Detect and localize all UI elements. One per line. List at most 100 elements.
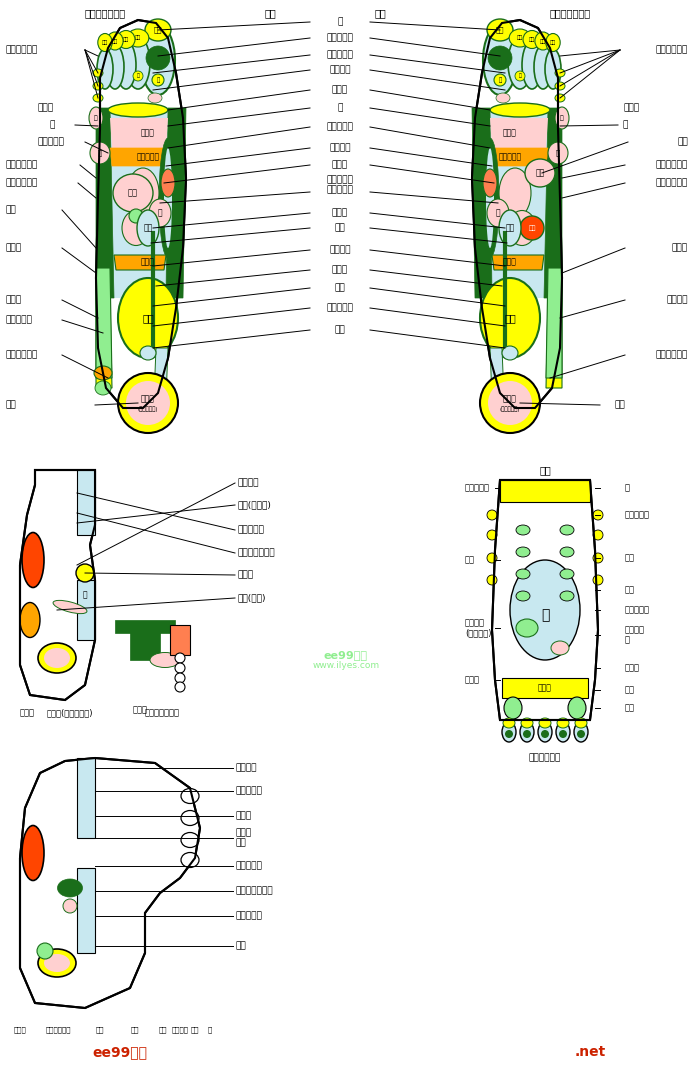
Circle shape [505,730,513,738]
Ellipse shape [98,33,112,51]
Text: 肺、支气管: 肺、支气管 [38,137,65,147]
Text: 头（大脑）: 头（大脑） [326,33,353,43]
Ellipse shape [522,40,542,89]
Polygon shape [130,625,160,660]
Circle shape [129,209,143,223]
Text: 额窦: 额窦 [112,38,118,44]
Text: 头、颈淋巴腺: 头、颈淋巴腺 [529,754,561,763]
Polygon shape [492,480,598,720]
Polygon shape [166,108,186,298]
Ellipse shape [534,45,552,89]
Polygon shape [502,678,588,698]
Ellipse shape [93,82,103,91]
Ellipse shape [93,69,103,77]
Text: 降结肠: 降结肠 [672,244,688,252]
Text: 盆部: 盆部 [335,326,345,334]
Text: 子宫颈
阴茎: 子宫颈 阴茎 [235,829,251,848]
Text: 三叉神经、颞叶: 三叉神经、颞叶 [85,9,125,18]
Text: 鼻: 鼻 [337,17,342,27]
Text: 肘关节: 肘关节 [132,705,148,715]
Polygon shape [544,108,562,298]
Text: 三叉神经、颞叶: 三叉神经、颞叶 [145,708,180,718]
Polygon shape [472,20,562,408]
Ellipse shape [44,954,70,972]
Text: 腰椎: 腰椎 [235,941,246,950]
Text: 横结肠: 横结肠 [141,258,155,266]
Text: 肩: 肩 [50,120,55,130]
Text: 食管、气管: 食管、气管 [326,122,353,131]
Ellipse shape [499,168,531,218]
Ellipse shape [516,525,530,535]
Ellipse shape [551,641,569,655]
Circle shape [541,730,549,738]
Circle shape [488,46,512,70]
Ellipse shape [483,169,497,197]
Circle shape [126,381,170,425]
Text: 肺、支气管: 肺、支气管 [137,152,159,162]
Text: 耳: 耳 [94,115,98,120]
Text: 内耳迷路
(平衡器官): 内耳迷路 (平衡器官) [465,619,491,638]
Ellipse shape [94,366,112,380]
Ellipse shape [481,138,499,258]
Text: 额窦: 额窦 [135,35,141,40]
Ellipse shape [520,722,534,742]
Polygon shape [96,20,186,408]
Circle shape [494,73,506,86]
Polygon shape [110,148,168,166]
Text: (睾丸、卵巢): (睾丸、卵巢) [500,406,520,412]
Text: 腹腔神经丛
（太阳丛）: 腹腔神经丛 （太阳丛） [326,176,353,195]
Text: 甲状旁腺: 甲状旁腺 [329,144,351,152]
Ellipse shape [145,19,171,40]
Circle shape [487,575,497,585]
Polygon shape [96,268,112,378]
Ellipse shape [490,103,550,117]
Text: 生殖腺(睾丸、卵巢): 生殖腺(睾丸、卵巢) [46,708,94,718]
Text: 垂体: 垂体 [264,9,276,18]
Polygon shape [114,255,166,271]
Circle shape [559,730,567,738]
Text: 腰: 腰 [625,484,630,492]
Circle shape [523,730,531,738]
Text: 膝: 膝 [82,590,87,600]
Circle shape [175,653,185,663]
Text: 腹股沟: 腹股沟 [235,812,251,820]
Polygon shape [490,118,548,148]
Ellipse shape [164,148,172,248]
Ellipse shape [122,211,150,246]
Text: 声带: 声带 [625,586,635,594]
Ellipse shape [575,718,587,728]
Circle shape [487,510,497,520]
Text: 坐骨神经: 坐骨神经 [237,478,258,488]
Text: 十二指肠: 十二指肠 [329,246,351,255]
Circle shape [488,381,532,425]
Ellipse shape [38,643,76,673]
Text: 肾脏: 肾脏 [143,224,152,232]
Ellipse shape [560,547,574,557]
Text: 舌、口腔: 舌、口腔 [329,66,351,75]
Circle shape [515,71,525,81]
Text: 髋关节、股关节: 髋关节、股关节 [237,548,274,557]
Circle shape [146,46,170,70]
Ellipse shape [44,648,70,668]
Polygon shape [77,470,95,535]
Ellipse shape [555,82,565,91]
Ellipse shape [22,825,44,881]
Text: .net: .net [574,1045,606,1059]
Polygon shape [20,758,200,1007]
Text: www.ilyes.com: www.ilyes.com [313,660,380,670]
Text: 小肠: 小肠 [142,313,154,323]
Text: 目: 目 [498,77,502,83]
Ellipse shape [535,32,551,50]
Polygon shape [77,758,95,838]
Text: 三叉神经、颞叶: 三叉神经、颞叶 [550,9,590,18]
Ellipse shape [502,346,518,360]
Text: 肩胛骨: 肩胛骨 [237,571,253,579]
Ellipse shape [127,168,159,218]
Ellipse shape [117,31,135,49]
Text: 生殖腺: 生殖腺 [503,394,517,404]
Text: 斜方肌: 斜方肌 [503,129,517,137]
Ellipse shape [510,560,580,660]
Ellipse shape [93,94,103,102]
Text: 坐骨神经: 坐骨神经 [235,764,256,772]
Ellipse shape [58,879,82,897]
